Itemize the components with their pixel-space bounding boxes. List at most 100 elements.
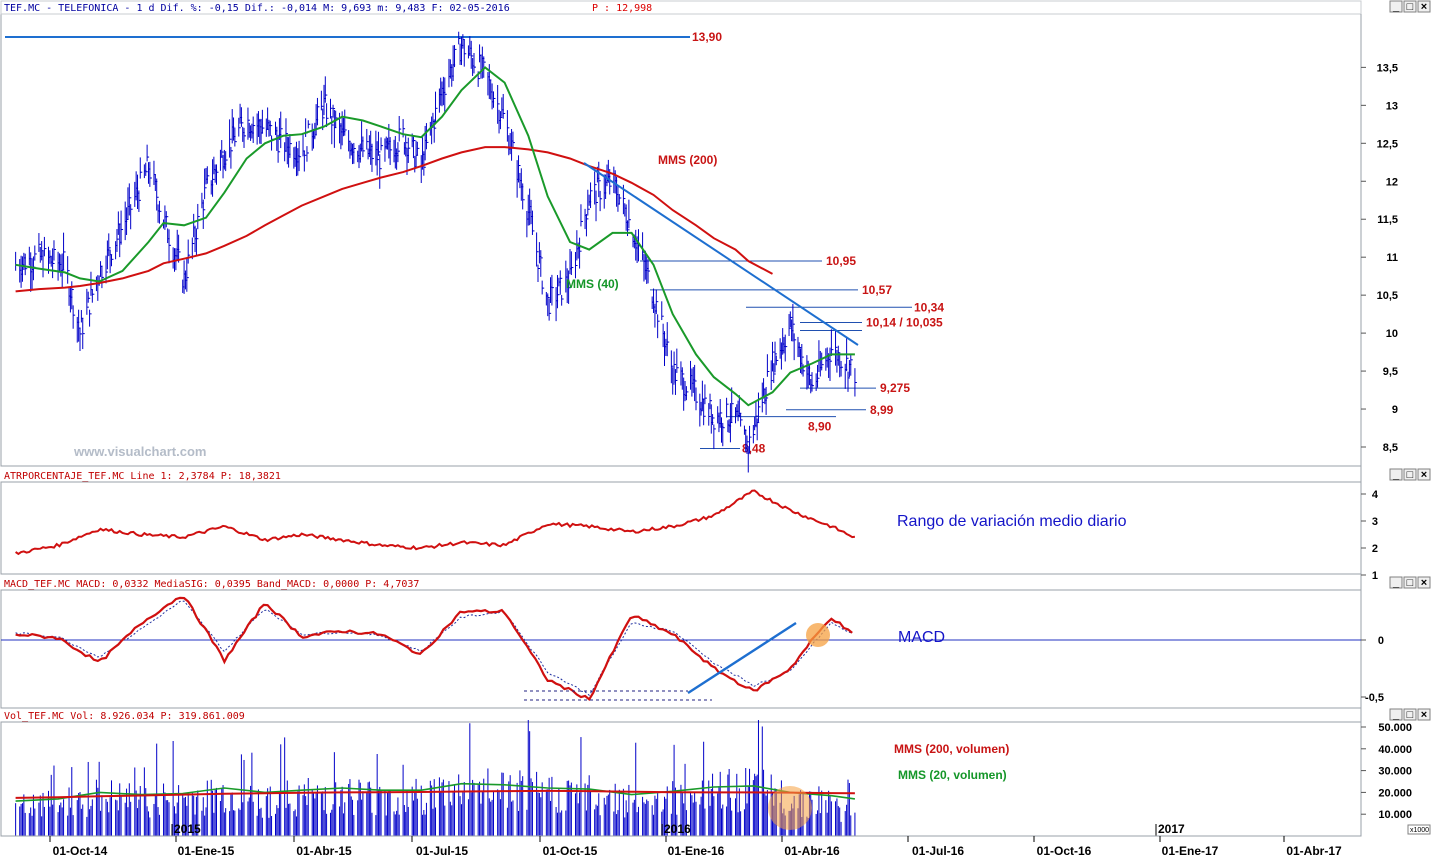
window-controls: _ □ × _ □ × _ □ × _ □ × [1389,0,1431,721]
window-button[interactable] [1403,708,1417,721]
volume-mms200-label: MMS (200, volumen) [894,742,1009,756]
x-tick-label: 01-Abr-17 [1286,844,1342,857]
macd-note: MACD [898,629,945,646]
level-label: 8,90 [808,420,832,434]
price-header-text: TEF.MC - TELEFONICA - 1 d Dif. %: -0,15 … [4,3,510,14]
x-tick-label: 01-Oct-14 [53,844,108,857]
mms40-label: MMS (40) [566,277,619,291]
x-axis: 01-Oct-14 01-Ene-15 01-Abr-15 01-Jul-15 01-O… [49,836,1342,857]
price-y-axis: 13,5 13 12,5 12 11,5 11 10,5 10 9,5 9 8,5 [1361,62,1398,454]
window-button[interactable] [1403,468,1417,481]
atr-line [15,489,856,556]
y-tick-label: 9,5 [1383,366,1398,378]
y-tick-label: 0 [1378,635,1384,647]
y-tick-label: 10 [1386,328,1398,340]
level-label: 8,99 [870,403,894,417]
volume-header-text: Vol_TEF.MC Vol: 8.926.034 P: 319.861.009 [4,711,245,722]
macd-trendline [687,621,797,695]
volume-mms200-line [15,789,855,799]
x-tick-label: 01-Ene-15 [178,844,235,857]
price-bars [15,31,857,473]
volume-y-axis: 50.000 40.000 30.000 20.000 10.000 [1361,722,1412,821]
y-tick-label: 20.000 [1378,787,1412,799]
level-label: 9,275 [880,381,910,395]
price-header-p: P : 12,998 [592,3,652,14]
window-button-icon: _ [1392,469,1400,481]
window-button[interactable] [1389,708,1403,721]
year-label: 2016 [664,822,691,836]
window-button-icon: × [1421,1,1427,13]
y-tick-label: -0,5 [1365,692,1384,704]
window-button-icon: × [1421,469,1427,481]
x-tick-label: 01-Abr-16 [784,844,840,857]
window-button[interactable] [1417,0,1431,13]
x-tick-label: 01-Abr-15 [296,844,352,857]
volume-highlight-circle [768,786,812,830]
level-label: 10,57 [862,283,892,297]
atr-header-text: ATRPORCENTAJE_TEF.MC Line 1: 2,3784 P: 1… [4,471,281,482]
volume-unit-box [1407,824,1431,835]
level-label: 13,90 [692,30,722,44]
mms40-line [15,66,855,407]
level-label: 10,95 [826,254,856,268]
window-button[interactable] [1417,468,1431,481]
y-tick-label: 11 [1386,252,1398,264]
price-header-bar [0,0,1362,15]
mms200-label: MMS (200) [658,153,717,167]
window-button[interactable] [1389,0,1403,13]
y-tick-label: 10,5 [1377,290,1398,302]
x-tick-label: 01-Jul-15 [416,844,468,857]
window-button-icon: × [1421,709,1427,721]
macd-header-text: MACD_TEF.MC MACD: 0,0332 MediaSIG: 0,039… [4,579,419,590]
y-tick-label: 1 [1372,570,1378,582]
year-markers: 2015 2016 2017 [171,822,1185,836]
window-button-icon: □ [1407,1,1414,13]
macd-y-axis: 0 -0,5 [1361,635,1384,704]
macd-line [15,596,853,701]
window-button-icon: □ [1407,469,1414,481]
macd-signal-line [15,600,853,696]
y-tick-label: 30.000 [1378,766,1412,778]
y-tick-label: 9 [1392,404,1398,416]
x-tick-label: 01-Oct-16 [1037,844,1092,857]
watermark: www.visualchart.com [73,444,206,459]
window-button-icon: □ [1407,709,1414,721]
y-tick-label: 50.000 [1378,722,1412,734]
downtrend-line [583,162,859,346]
y-tick-label: 11,5 [1377,214,1398,226]
window-button[interactable] [1417,708,1431,721]
y-tick-label: 12,5 [1377,138,1398,150]
atr-y-axis: 4 3 2 1 [1361,489,1379,582]
macd-highlight-circle [806,623,830,647]
year-label: 2017 [1158,822,1185,836]
y-tick-label: 12 [1386,176,1398,188]
window-button[interactable] [1389,468,1403,481]
x-tick-label: 01-Jul-16 [912,844,964,857]
y-tick-label: 13 [1386,100,1398,112]
window-button-icon: _ [1392,1,1400,13]
y-tick-label: 10.000 [1378,809,1412,821]
y-tick-label: 8,5 [1383,442,1398,454]
volume-unit: x1000 [1410,827,1429,834]
y-tick-label: 13,5 [1377,62,1398,74]
window-button-icon: _ [1392,577,1400,589]
y-tick-label: 4 [1372,489,1379,501]
level-label: 10,14 / 10,035 [866,315,943,329]
x-tick-label: 01-Ene-16 [668,844,725,857]
level-label: 10,34 [914,300,944,314]
y-tick-label: 40.000 [1378,744,1412,756]
x-tick-label: 01-Ene-17 [1162,844,1219,857]
window-button[interactable] [1403,0,1417,13]
window-button[interactable] [1389,576,1403,589]
window-button[interactable] [1417,576,1431,589]
window-button-icon: □ [1407,577,1414,589]
y-tick-label: 2 [1372,543,1378,555]
volume-mms20-label: MMS (20, volumen) [898,768,1007,782]
window-button-icon: × [1421,577,1427,589]
atr-note: Rango de variación medio diario [897,513,1127,530]
mms200-line [15,146,773,293]
window-button[interactable] [1403,576,1417,589]
